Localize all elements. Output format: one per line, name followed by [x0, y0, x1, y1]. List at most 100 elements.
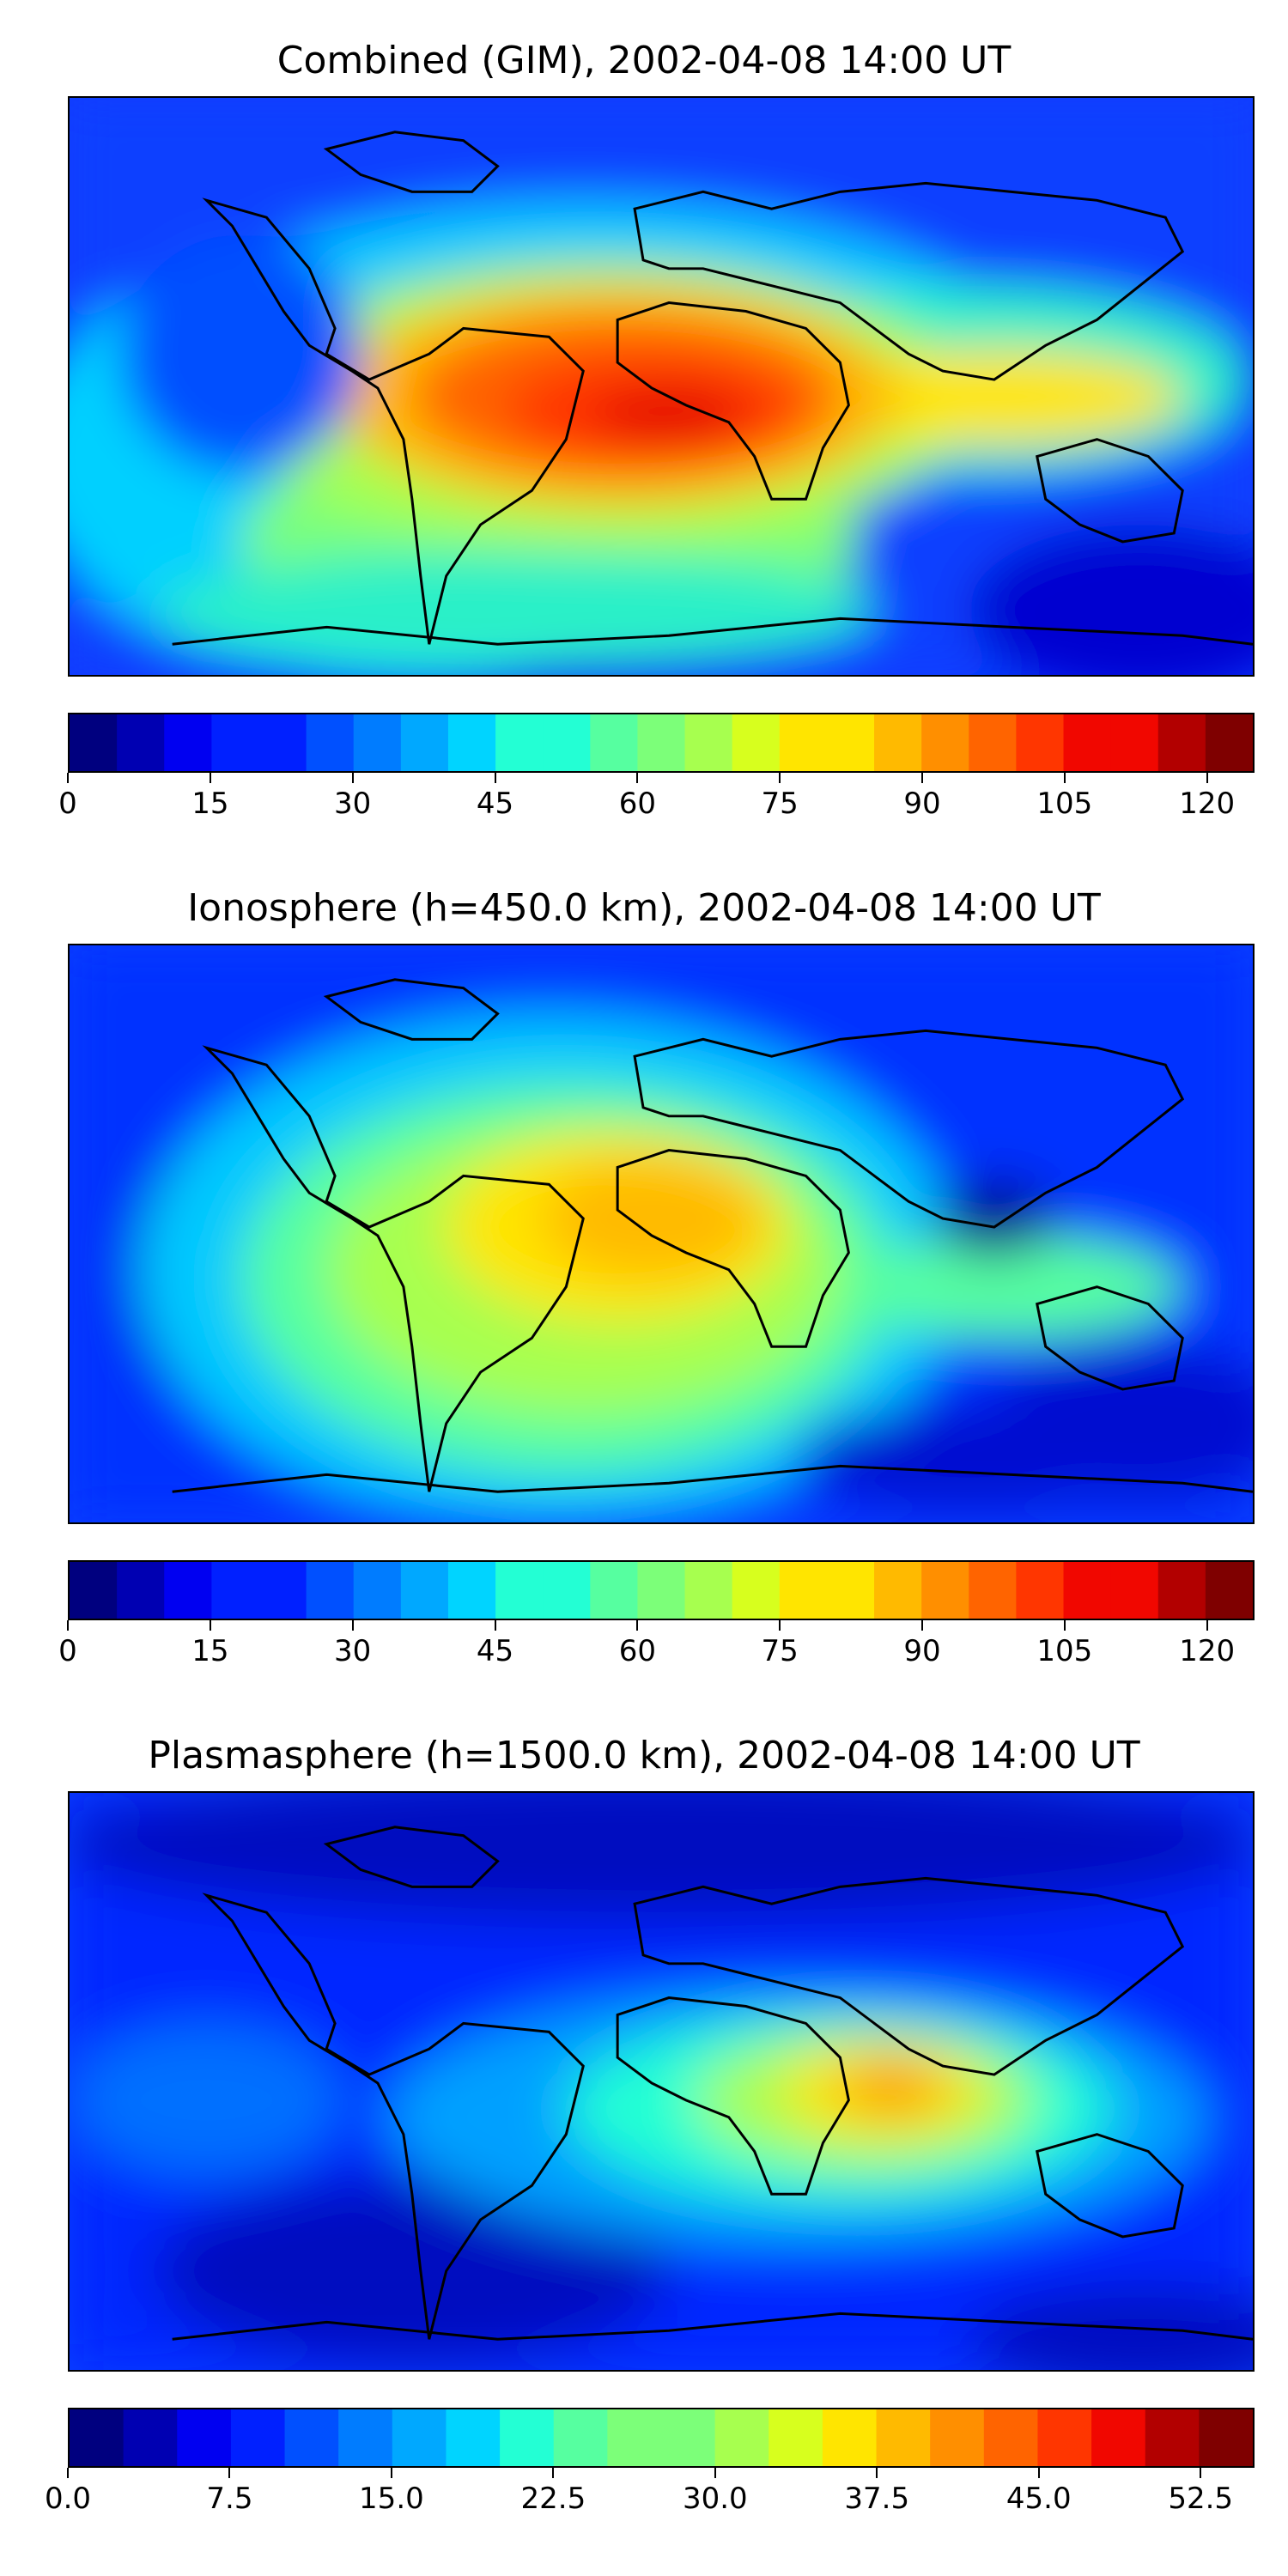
colorbar-level [930, 2409, 985, 2466]
colorbar-tick-mark [228, 2468, 231, 2478]
colorbar-level [637, 1562, 686, 1619]
colorbar-level [117, 714, 165, 771]
colorbar-level [543, 714, 591, 771]
colorbar-tick-mark [636, 773, 639, 783]
colorbar-level [258, 1562, 307, 1619]
colorbar-level [338, 2409, 393, 2466]
colorbar-tick-mark [779, 1620, 781, 1631]
colorbar-level [306, 714, 355, 771]
colorbar-level [123, 2409, 178, 2466]
colorbar-tick-label: 120 [1179, 787, 1236, 821]
panel-3-coastlines [172, 1826, 1253, 2341]
colorbar-level [1037, 2409, 1092, 2466]
colorbar-level [874, 1562, 922, 1619]
colorbar-tick-mark [714, 2468, 716, 2478]
colorbar-level [1145, 2409, 1200, 2466]
colorbar-tick-label: 105 [1036, 787, 1093, 821]
colorbar-tick-label: 90 [903, 1634, 941, 1668]
colorbar-tick-label: 52.5 [1168, 2482, 1234, 2516]
colorbar-level [590, 714, 639, 771]
panel-2-tec-field [70, 945, 1253, 1522]
colorbar-level [732, 714, 781, 771]
colorbar-level [258, 714, 307, 771]
colorbar-level [921, 1562, 969, 1619]
colorbar-tick-label: 0 [58, 1634, 77, 1668]
colorbar-level [353, 714, 402, 771]
colorbar-level [822, 2409, 878, 2466]
colorbar-level [500, 2409, 555, 2466]
colorbar-tick-mark [1037, 2468, 1040, 2478]
panel-1-tec-field [70, 98, 1253, 675]
colorbar-tick-label: 15 [191, 787, 229, 821]
colorbar-tick-label: 22.5 [520, 2482, 586, 2516]
colorbar-tick-mark [1200, 2468, 1202, 2478]
colorbar-tick-label: 30 [334, 1634, 372, 1668]
panel-3-tec-field [70, 1793, 1253, 2370]
colorbar-tick-mark [1063, 773, 1066, 783]
colorbar-level [684, 714, 733, 771]
colorbar-level [826, 714, 875, 771]
colorbar-level [732, 1562, 781, 1619]
colorbar-level [969, 714, 1017, 771]
colorbar-level [284, 2409, 339, 2466]
colorbar-level [1063, 714, 1112, 771]
colorbar-tick-mark [921, 1620, 924, 1631]
colorbar-level [553, 2409, 608, 2466]
colorbar-level [637, 714, 686, 771]
colorbar-tick-mark [494, 773, 496, 783]
colorbar-level [446, 2409, 501, 2466]
panel-2-map [68, 944, 1255, 1524]
colorbar-level [1205, 714, 1253, 771]
colorbar-level [874, 714, 922, 771]
colorbar-tick-mark [351, 773, 354, 783]
colorbar-tick-label: 105 [1036, 1634, 1093, 1668]
panel-1-map [68, 96, 1255, 677]
colorbar-level [306, 1562, 355, 1619]
colorbar-level [211, 1562, 260, 1619]
colorbar-tick-label: 45 [476, 787, 514, 821]
panel-1-title: Combined (GIM), 2002-04-08 14:00 UT [276, 39, 1012, 82]
colorbar-level [392, 2409, 447, 2466]
colorbar-level [684, 1562, 733, 1619]
colorbar-tick-label: 15.0 [359, 2482, 424, 2516]
panel-3-colorbar [68, 2408, 1255, 2468]
colorbar-tick-mark [209, 773, 211, 783]
colorbar-tick-label: 0 [58, 787, 77, 821]
colorbar-level [779, 714, 828, 771]
panel-1-coastlines [172, 131, 1253, 646]
panel-2-coastlines [172, 978, 1253, 1493]
colorbar-tick-label: 7.5 [206, 2482, 253, 2516]
colorbar-tick-mark [552, 2468, 555, 2478]
colorbar-tick-label: 60 [618, 787, 656, 821]
panel-2-title: Ionosphere (h=450.0 km), 2002-04-08 14:0… [187, 886, 1101, 930]
colorbar-tick-mark [67, 1620, 69, 1631]
colorbar-level [590, 1562, 639, 1619]
colorbar-level [353, 1562, 402, 1619]
colorbar-tick-mark [1063, 1620, 1066, 1631]
colorbar-level [1091, 2409, 1146, 2466]
colorbar-level [495, 714, 544, 771]
colorbar-tick-mark [779, 773, 781, 783]
colorbar-tick-mark [67, 2468, 69, 2478]
colorbar-level [1199, 2409, 1253, 2466]
colorbar-level [714, 2409, 769, 2466]
colorbar-level [211, 714, 260, 771]
colorbar-level [826, 1562, 875, 1619]
colorbar-tick-mark [1206, 773, 1208, 783]
colorbar-tick-label: 75 [761, 1634, 799, 1668]
colorbar-level [164, 714, 212, 771]
colorbar-level [969, 1562, 1017, 1619]
colorbar-level [447, 714, 496, 771]
colorbar-tick-label: 90 [903, 787, 941, 821]
colorbar-level [1110, 714, 1159, 771]
panel-1-colorbar [68, 713, 1255, 773]
colorbar-level [876, 2409, 931, 2466]
colorbar-level [1157, 714, 1206, 771]
colorbar-level [400, 1562, 449, 1619]
colorbar-level [779, 1562, 828, 1619]
colorbar-level [983, 2409, 1039, 2466]
colorbar-level [117, 1562, 165, 1619]
colorbar-tick-label: 60 [618, 1634, 656, 1668]
colorbar-tick-mark [921, 773, 924, 783]
colorbar-level [70, 1562, 118, 1619]
